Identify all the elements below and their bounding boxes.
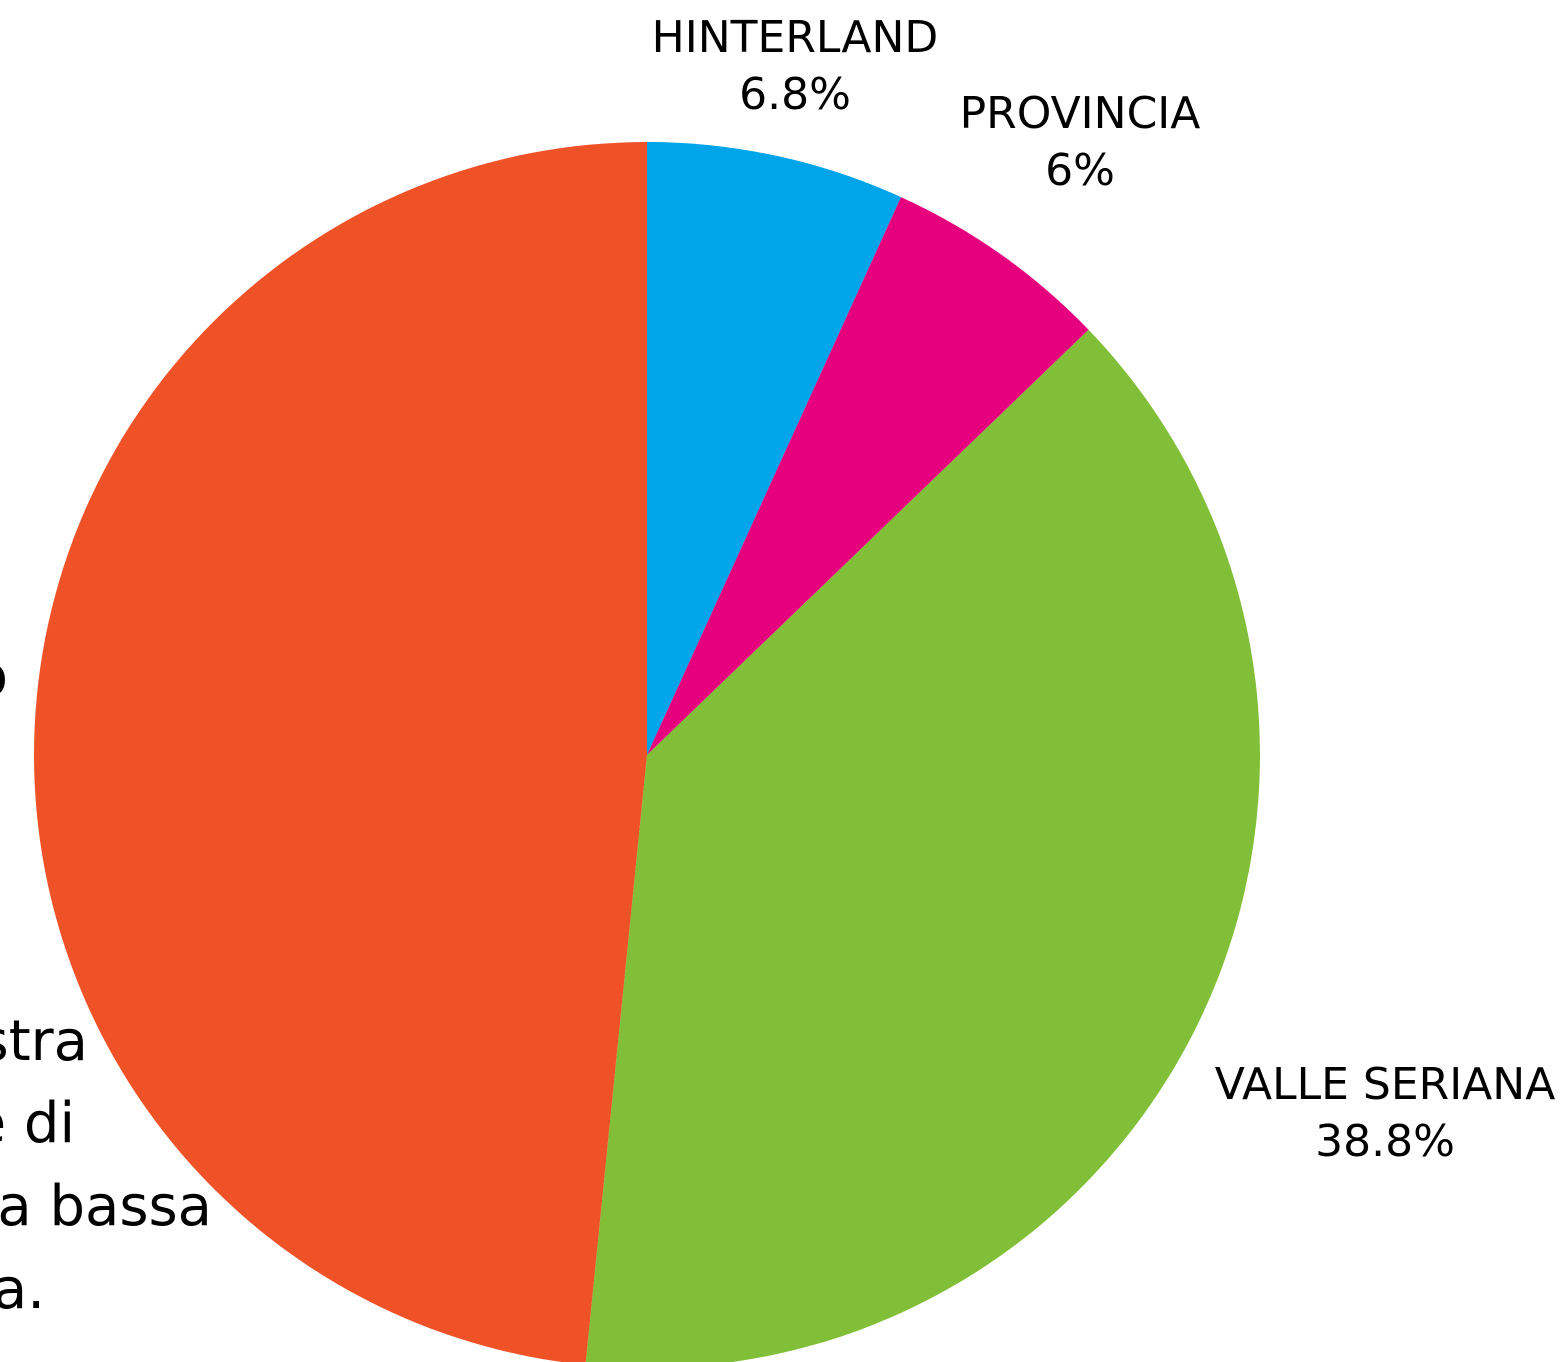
pie-slice <box>647 142 902 755</box>
background-text: e di <box>0 1091 75 1156</box>
pie-slice <box>33 142 647 1362</box>
slice-value-label: 6% <box>1045 145 1115 196</box>
pie-slice <box>585 329 1261 1362</box>
background-text: a. <box>0 1257 45 1322</box>
pie-slice <box>647 197 1089 755</box>
slice-label: VALLE SERIANA <box>1215 1059 1556 1110</box>
background-text: o <box>0 644 8 709</box>
slice-label: PROVINCIA <box>960 88 1201 139</box>
slice-value-label: 6.8% <box>739 69 851 120</box>
slice-label: HINTERLAND <box>652 12 939 63</box>
background-text: stra <box>0 1009 88 1074</box>
background-text: a bassa <box>0 1174 212 1239</box>
slice-value-label: 38.8% <box>1315 1116 1455 1167</box>
